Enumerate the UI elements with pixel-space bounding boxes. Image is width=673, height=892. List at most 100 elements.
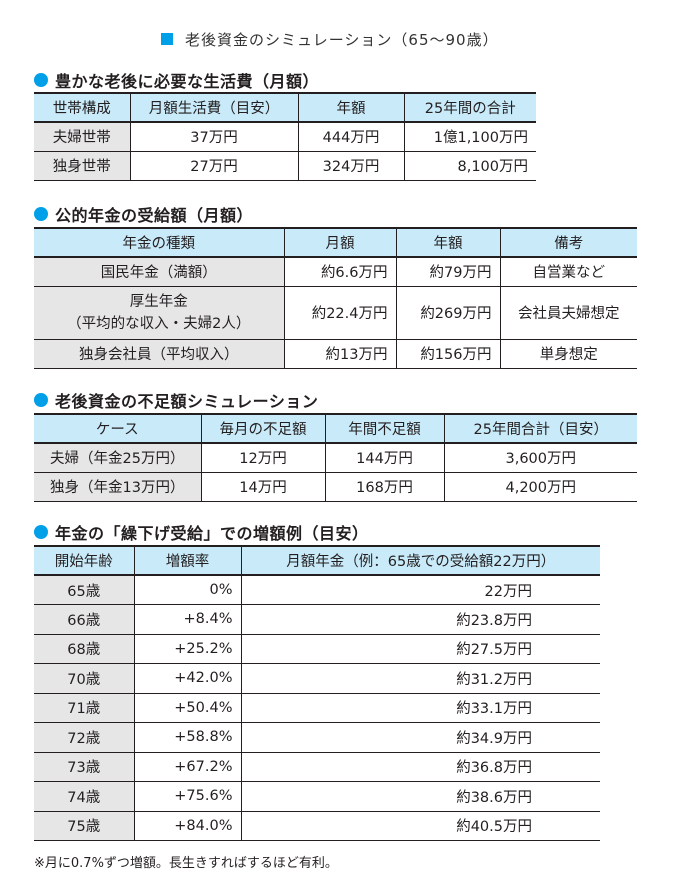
cell: +25.2%	[133, 634, 241, 664]
table-row: 独身会社員（平均収入） 約13万円 約156万円 単身想定	[34, 339, 637, 368]
cell: 単身想定	[499, 339, 637, 368]
cell: 324万円	[297, 151, 404, 180]
page-title-text: 老後資金のシミュレーション（65〜90歳）	[185, 30, 499, 49]
living-costs-table: 世帯構成 月額生活費（目安） 年額 25年間の合計 夫婦世帯 37万円 444万…	[34, 92, 536, 181]
cell: +42.0%	[133, 663, 241, 693]
table-row: 68歳 +25.2% 約27.5万円	[34, 634, 600, 664]
header-cell: 月額年金（例：65歳での受給額22万円）	[240, 546, 600, 576]
row-label: 国民年金（満額）	[34, 257, 284, 286]
cell: 約269万円	[395, 286, 500, 339]
table-row: 65歳 0% 22万円	[34, 575, 600, 605]
shortfall-table: ケース 毎月の不足額 年間不足額 25年間合計（目安） 夫婦（年金25万円） 1…	[34, 413, 637, 502]
table-row: 夫婦（年金25万円） 12万円 144万円 3,600万円	[34, 443, 637, 472]
row-label: 独身会社員（平均収入）	[34, 339, 284, 368]
header-cell: 毎月の不足額	[200, 414, 325, 444]
section-title-public-pension: 公的年金の受給額（月額）	[34, 202, 253, 226]
header-cell: 月額生活費（目安）	[129, 93, 298, 123]
header-cell: 年間不足額	[324, 414, 444, 444]
cell: 4,200万円	[443, 472, 637, 501]
section-title-living-costs: 豊かな老後に必要な生活費（月額）	[34, 68, 319, 92]
cell: +75.6%	[133, 781, 241, 811]
cell: 会社員夫婦想定	[499, 286, 637, 339]
cell: 約27.5万円	[240, 634, 600, 664]
cell: 約22.4万円	[283, 286, 396, 339]
row-label: 70歳	[34, 663, 134, 693]
table-row: 74歳 +75.6% 約38.6万円	[34, 781, 600, 811]
header-cell: 月額	[283, 228, 396, 258]
table-row: 66歳 +8.4% 約23.8万円	[34, 604, 600, 634]
circle-bullet-icon	[34, 525, 48, 539]
cell: 約36.8万円	[240, 752, 600, 782]
table-row: 国民年金（満額） 約6.6万円 約79万円 自営業など	[34, 257, 637, 286]
cell: 22万円	[240, 575, 600, 605]
row-label-main: 厚生年金	[129, 293, 188, 310]
cell: 3,600万円	[443, 443, 637, 472]
table-row: 夫婦世帯 37万円 444万円 1億1,100万円	[34, 122, 536, 151]
row-label-sub: （平均的な収入・夫婦2人）	[67, 315, 251, 332]
header-cell: 年金の種類	[34, 228, 284, 258]
cell: 約6.6万円	[283, 257, 396, 286]
row-label: 独身世帯	[34, 151, 130, 180]
footnote: ※月に0.7%ずつ増額。長生きすればするほど有利。	[34, 856, 338, 871]
row-label: 厚生年金 （平均的な収入・夫婦2人）	[34, 286, 284, 339]
cell: 12万円	[200, 443, 325, 472]
cell: 自営業など	[499, 257, 637, 286]
cell: 168万円	[324, 472, 444, 501]
row-label: 73歳	[34, 752, 134, 782]
row-label: 66歳	[34, 604, 134, 634]
header-cell: 世帯構成	[34, 93, 130, 123]
cell: 約79万円	[395, 257, 500, 286]
row-label: 68歳	[34, 634, 134, 664]
section-title-text: 豊かな老後に必要な生活費（月額）	[55, 72, 320, 91]
cell: 約156万円	[395, 339, 500, 368]
public-pension-table: 年金の種類 月額 年額 備考 国民年金（満額） 約6.6万円 約79万円 自営業…	[34, 227, 637, 369]
header-cell: 25年間合計（目安）	[443, 414, 637, 444]
cell: 444万円	[297, 122, 404, 151]
table-row: 71歳 +50.4% 約33.1万円	[34, 693, 600, 723]
cell: 約34.9万円	[240, 722, 600, 752]
row-label: 独身（年金13万円）	[34, 472, 201, 501]
row-label: 72歳	[34, 722, 134, 752]
cell: +84.0%	[133, 811, 241, 841]
row-label: 74歳	[34, 781, 134, 811]
cell: 約38.6万円	[240, 781, 600, 811]
row-label: 夫婦（年金25万円）	[34, 443, 201, 472]
circle-bullet-icon	[34, 207, 48, 221]
header-cell: ケース	[34, 414, 201, 444]
cell: 144万円	[324, 443, 444, 472]
cell: 約40.5万円	[240, 811, 600, 841]
cell: 1億1,100万円	[403, 122, 536, 151]
table-row: 70歳 +42.0% 約31.2万円	[34, 663, 600, 693]
deferral-table: 開始年齢 増額率 月額年金（例：65歳での受給額22万円） 65歳 0% 22万…	[34, 545, 600, 841]
cell: 8,100万円	[403, 151, 536, 180]
cell: 約31.2万円	[240, 663, 600, 693]
table-row: 独身世帯 27万円 324万円 8,100万円	[34, 151, 536, 180]
table-row: 75歳 +84.0% 約40.5万円	[34, 811, 600, 841]
cell: +58.8%	[133, 722, 241, 752]
section-title-text: 年金の「繰下げ受給」での増額例（目安）	[55, 524, 369, 543]
page-title: 老後資金のシミュレーション（65〜90歳）	[161, 28, 499, 50]
circle-bullet-icon	[34, 73, 48, 87]
header-cell: 備考	[499, 228, 637, 258]
header-cell: 増額率	[133, 546, 241, 576]
cell: 37万円	[129, 122, 298, 151]
cell: 14万円	[200, 472, 325, 501]
row-label: 65歳	[34, 575, 134, 605]
circle-bullet-icon	[34, 393, 48, 407]
square-bullet-icon	[161, 33, 173, 45]
cell: +8.4%	[133, 604, 241, 634]
cell: +50.4%	[133, 693, 241, 723]
cell: 約23.8万円	[240, 604, 600, 634]
cell: 約13万円	[283, 339, 396, 368]
cell: 27万円	[129, 151, 298, 180]
section-title-shortfall: 老後資金の不足額シミュレーション	[34, 388, 318, 412]
table-row: 独身（年金13万円） 14万円 168万円 4,200万円	[34, 472, 637, 501]
header-cell: 年額	[395, 228, 500, 258]
cell: +67.2%	[133, 752, 241, 782]
cell: 約33.1万円	[240, 693, 600, 723]
header-cell: 年額	[297, 93, 404, 123]
row-label: 71歳	[34, 693, 134, 723]
section-title-text: 公的年金の受給額（月額）	[55, 206, 254, 225]
row-label: 75歳	[34, 811, 134, 841]
cell: 0%	[133, 575, 241, 605]
